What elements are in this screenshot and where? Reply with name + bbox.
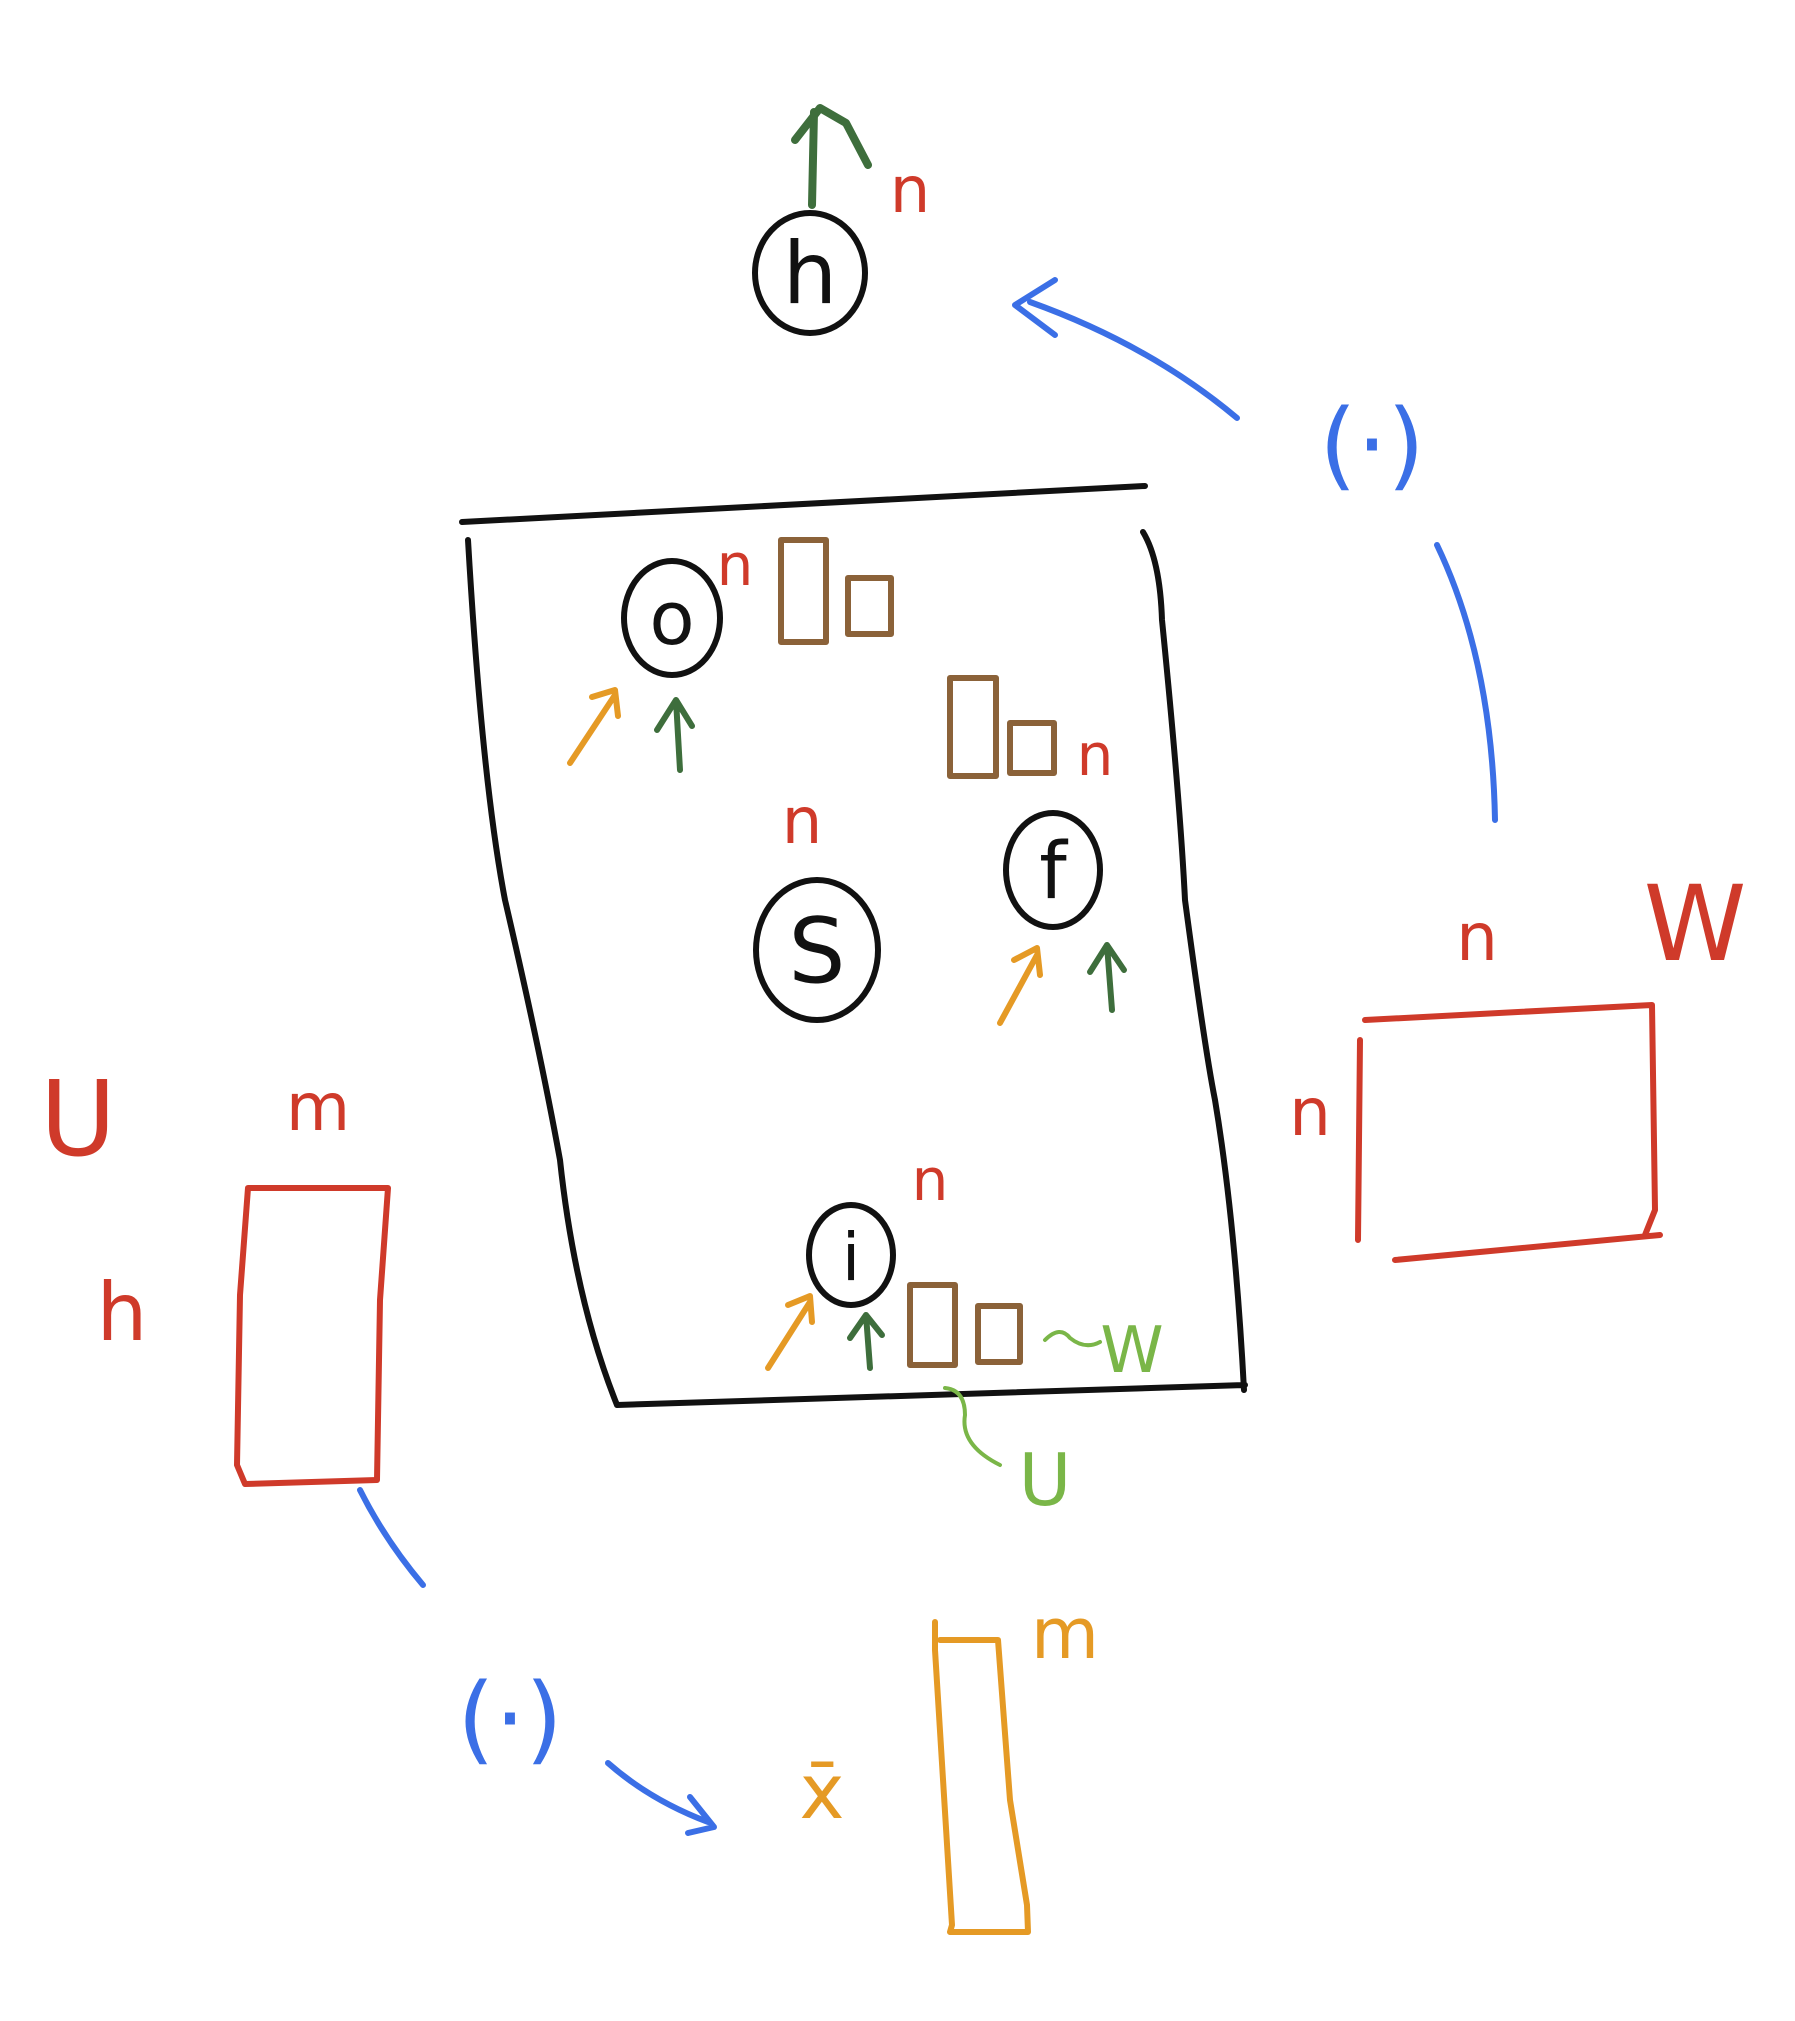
output-arrowhead: [791, 104, 872, 169]
output-dim-label: n: [890, 154, 931, 228]
top-curve-arrowhead: [1012, 277, 1058, 338]
matrix-u-rows: h: [97, 1266, 148, 1359]
bottom-op-label: (·): [457, 1663, 562, 1775]
gate-i-input-arrow: [765, 1293, 815, 1371]
state-s-label: S: [788, 899, 845, 1004]
gate-f-input-arrow: [997, 945, 1043, 1026]
gate-i-weight-w: [907, 1282, 958, 1368]
gate-i-dim: n: [912, 1146, 949, 1214]
input-label: x̄: [800, 1747, 845, 1836]
gate-f-hidden-arrow: [1087, 942, 1127, 1013]
output-node: h n: [752, 104, 931, 336]
output-node-label: h: [783, 224, 838, 324]
weight-w-pointer: [1043, 1330, 1102, 1348]
weight-u-pointer: [943, 1386, 1002, 1467]
gate-f-label: f: [1039, 827, 1068, 917]
state-s: S n: [753, 785, 881, 1023]
weight-w-label: W: [1100, 1314, 1163, 1388]
output-node-circle: [752, 210, 868, 336]
input-vector: x̄ m: [800, 1593, 1099, 1935]
input-vector-box: [932, 1619, 1031, 1935]
gate-f-circle: [1003, 810, 1103, 930]
gate-o-weight-u: [845, 575, 894, 637]
matrix-u-name: U: [40, 1058, 116, 1180]
weight-u-label: U: [1019, 1438, 1072, 1522]
gate-o-dim: n: [717, 531, 754, 599]
gate-f-dim: n: [1077, 721, 1114, 789]
bottom-flow: (·): [357, 1487, 717, 1836]
bottom-arrow: [605, 1760, 711, 1825]
state-s-circle: [753, 877, 881, 1023]
matrix-w-rows: n: [1289, 1074, 1331, 1151]
matrix-w-box: [1355, 1002, 1663, 1263]
top-op-label: (·): [1319, 389, 1424, 501]
output-arrow: [808, 108, 818, 209]
gate-i-label: i: [842, 1219, 860, 1296]
matrix-u: U m h: [40, 1058, 391, 1487]
cell-box: [459, 483, 1248, 1408]
gate-o-circle: [621, 558, 723, 678]
gate-f: f n: [947, 675, 1127, 1026]
gate-i-weight-u: [975, 1303, 1023, 1365]
gate-o: o n: [567, 531, 894, 773]
bottom-line: [357, 1487, 426, 1588]
gate-o-weight-w: [778, 537, 829, 645]
gate-i-hidden-arrow: [847, 1312, 885, 1371]
top-flow: (·): [1012, 277, 1498, 823]
matrix-u-cols: m: [286, 1069, 350, 1146]
matrix-w-cols: n: [1456, 899, 1498, 976]
top-curve-arrow: [1027, 299, 1240, 421]
cell-border: [459, 483, 1248, 1408]
gate-o-label: o: [649, 576, 694, 662]
gate-f-weight-u: [1007, 720, 1057, 776]
gate-o-hidden-arrow: [654, 697, 695, 773]
top-vertical-line: [1434, 542, 1498, 823]
gate-f-weight-w: [947, 675, 999, 779]
input-dim: m: [1031, 1593, 1099, 1675]
state-s-dim: n: [782, 785, 823, 859]
matrix-u-box: [234, 1185, 391, 1487]
gate-i: i n W U: [765, 1146, 1164, 1522]
matrix-w: W n n: [1289, 863, 1747, 1263]
bottom-arrowhead: [685, 1794, 717, 1836]
gate-i-circle: [806, 1202, 896, 1308]
gate-o-input-arrow: [567, 687, 621, 766]
matrix-w-name: W: [1644, 863, 1747, 985]
